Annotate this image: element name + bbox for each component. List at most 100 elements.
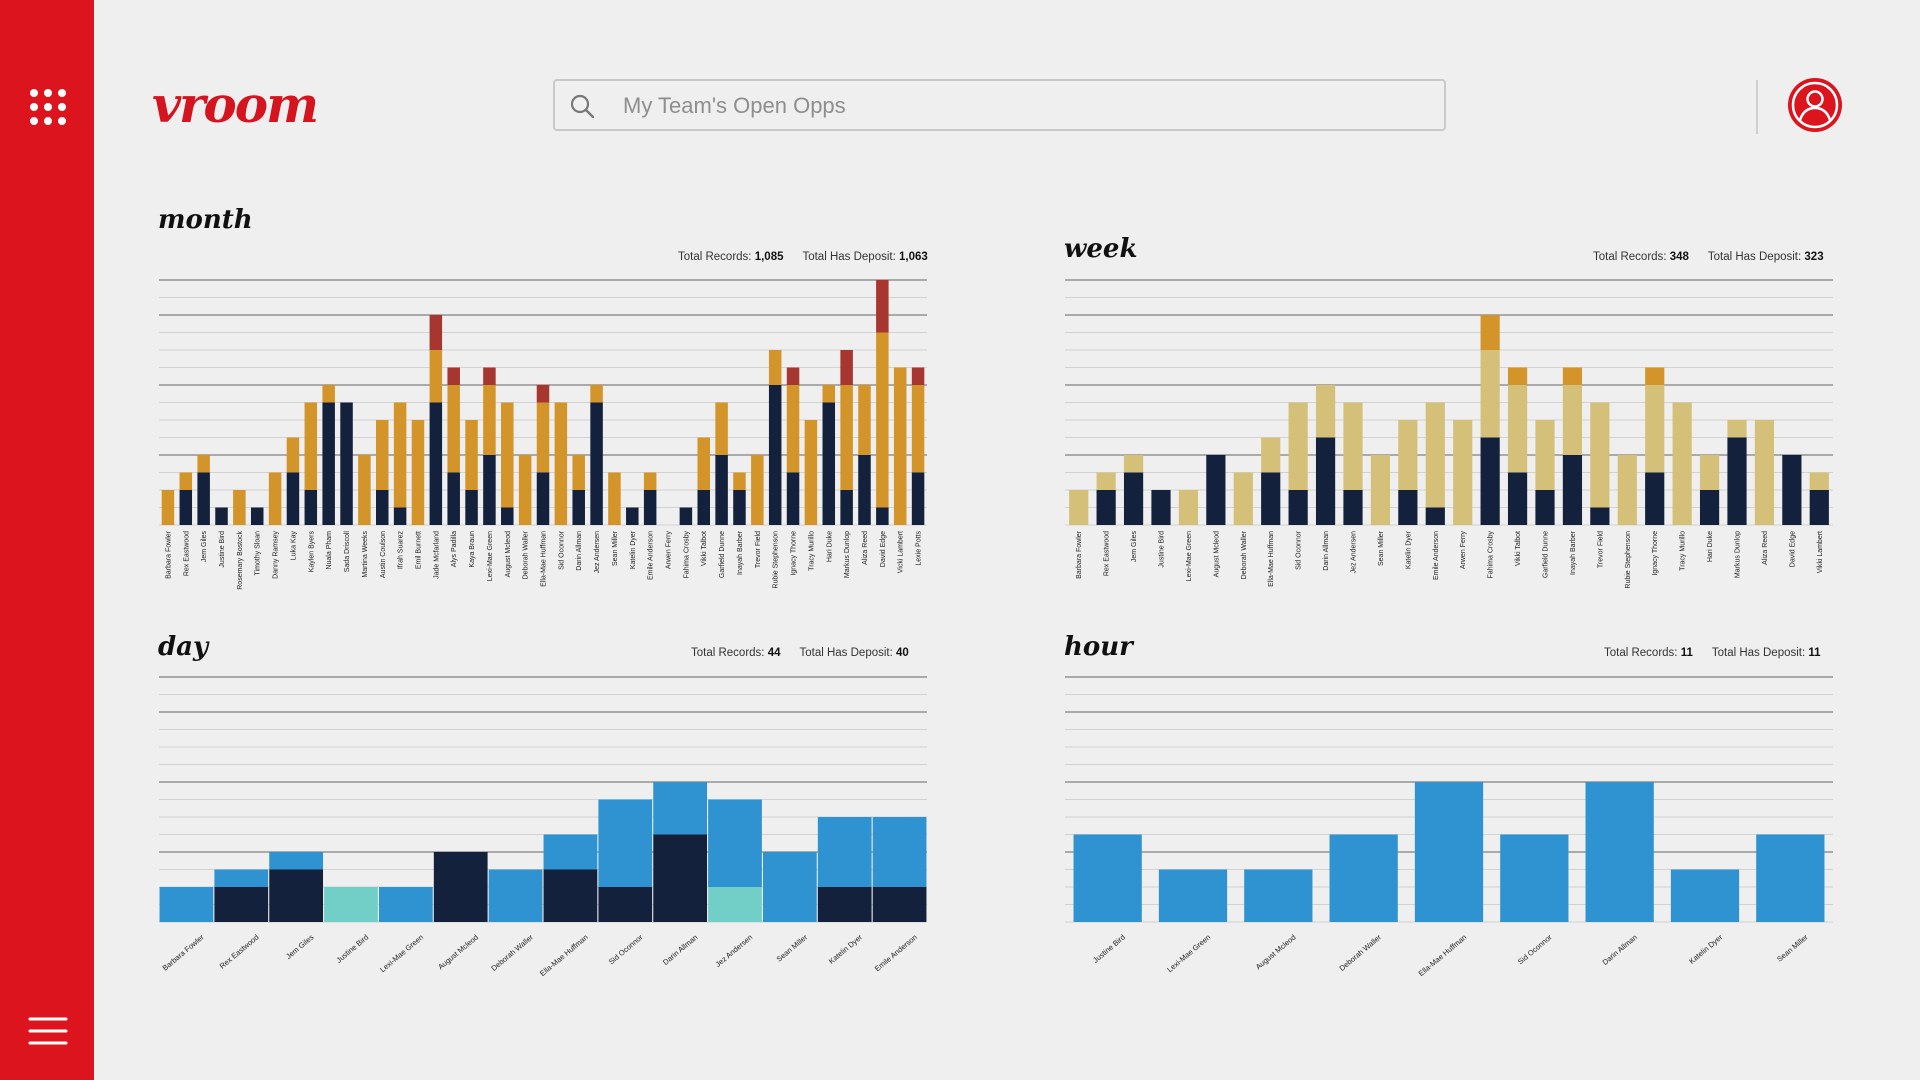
bar-ella-mae-huffman-red[interactable]: [536, 385, 550, 403]
bar-alys-padilla-orange[interactable]: [447, 385, 460, 473]
bar-katelin-dyer-blue[interactable]: [817, 817, 872, 887]
hamburger-menu-icon[interactable]: [28, 1016, 68, 1046]
bar-ella-mae-huffman-navy[interactable]: [536, 472, 550, 526]
bar-ella-mae-huffman-blue[interactable]: [543, 834, 598, 870]
bar-markus-dunlop-tan[interactable]: [1727, 420, 1747, 438]
bar-kaylen-byers-orange[interactable]: [304, 402, 318, 491]
bar-lexie-potts-navy[interactable]: [911, 472, 925, 526]
bar-jade-mcfarland-navy[interactable]: [429, 402, 443, 526]
bar-rosemary-bostock-orange[interactable]: [233, 490, 246, 525]
bar-fahima-crosby-orange[interactable]: [1480, 315, 1500, 350]
bar-rex-eastwood-tan[interactable]: [1096, 472, 1116, 491]
bar-garfield-dunne-tan[interactable]: [1535, 420, 1555, 490]
bar-fahima-crosby-tan[interactable]: [1480, 350, 1500, 438]
bar-august-mcleod-navy[interactable]: [501, 507, 514, 526]
bar-rubie-stephenson-orange[interactable]: [768, 350, 782, 385]
bar-jez-andersen-teal[interactable]: [708, 887, 762, 922]
bar-tracy-murillo-tan[interactable]: [1672, 402, 1692, 526]
bar-luka-kay-navy[interactable]: [286, 472, 300, 526]
bar-sid-oconnor-navy[interactable]: [598, 887, 653, 922]
bar-sean-miller-blue[interactable]: [1756, 834, 1825, 923]
bar-deborah-waller-tan[interactable]: [1233, 472, 1253, 526]
bar-ella-mae-huffman-orange[interactable]: [536, 402, 550, 473]
bar-martina-weeks-orange[interactable]: [358, 455, 371, 525]
bar-deborah-waller-blue[interactable]: [1329, 834, 1398, 923]
bar-vicki-lambert-orange[interactable]: [893, 367, 907, 526]
bar-august-mcleod-navy[interactable]: [1206, 455, 1226, 525]
bar-hari-duke-orange[interactable]: [822, 385, 836, 403]
bar-ella-mae-huffman-blue[interactable]: [1414, 782, 1484, 922]
bar-austin-coulson-navy[interactable]: [376, 490, 389, 525]
bar-vikki-talbot-navy[interactable]: [697, 490, 710, 525]
bar-ignacy-thorne-orange[interactable]: [1645, 367, 1665, 386]
bar-justine-bird-navy[interactable]: [215, 507, 228, 526]
bar-fahima-crosby-navy[interactable]: [1480, 437, 1500, 526]
bar-august-mcleod-navy[interactable]: [433, 852, 488, 922]
bar-jez-andersen-blue[interactable]: [708, 799, 762, 888]
bar-barbara-fowler-blue[interactable]: [159, 887, 214, 922]
bar-alys-padilla-red[interactable]: [447, 367, 460, 386]
bar-ella-mae-huffman-navy[interactable]: [1261, 472, 1281, 526]
bar-ignacy-thorne-red[interactable]: [786, 367, 800, 386]
bar-lexi-mae-green-blue[interactable]: [378, 887, 433, 922]
bar-jem-giles-blue[interactable]: [269, 852, 324, 870]
bar-lexie-potts-red[interactable]: [911, 367, 925, 386]
bar-markus-dunlop-orange[interactable]: [840, 385, 853, 490]
bar-luka-kay-orange[interactable]: [286, 437, 300, 473]
bar-trevor-field-tan[interactable]: [1590, 402, 1610, 508]
bar-august-mcleod-orange[interactable]: [501, 402, 514, 508]
bar-vikki-talbot-orange[interactable]: [1507, 367, 1528, 386]
bar-emil-burnett-orange[interactable]: [411, 420, 425, 525]
bar-sean-miller-orange[interactable]: [608, 472, 621, 526]
bar-inayah-barber-orange[interactable]: [1562, 367, 1583, 386]
bar-august-mcleod-blue[interactable]: [1244, 869, 1313, 923]
bar-katelin-dyer-blue[interactable]: [1670, 869, 1740, 923]
bar-ella-mae-huffman-navy[interactable]: [543, 869, 598, 923]
bar-emile-anderson-navy[interactable]: [643, 490, 657, 525]
bar-hari-duke-tan[interactable]: [1699, 455, 1720, 490]
bar-hari-duke-navy[interactable]: [1699, 490, 1720, 525]
bar-nuala-pham-navy[interactable]: [322, 402, 335, 526]
bar-ignacy-thorne-orange[interactable]: [786, 385, 800, 473]
bar-barbara-fowler-orange[interactable]: [161, 490, 175, 525]
bar-darin-allman-tan[interactable]: [1315, 385, 1336, 438]
bar-austin-coulson-orange[interactable]: [376, 420, 389, 490]
bar-vikki-lambert-tan[interactable]: [1809, 472, 1829, 491]
bar-garfield-dunne-navy[interactable]: [1535, 490, 1555, 525]
bar-rex-eastwood-navy[interactable]: [214, 887, 269, 922]
bar-kaya-braun-orange[interactable]: [465, 420, 478, 490]
bar-markus-dunlop-red[interactable]: [840, 350, 853, 385]
bar-ignacy-thorne-navy[interactable]: [786, 472, 800, 526]
bar-darin-allman-navy[interactable]: [572, 490, 585, 525]
bar-vikki-talbot-navy[interactable]: [1507, 472, 1528, 526]
bar-katelin-dyer-navy[interactable]: [626, 507, 639, 526]
bar-lexi-mae-green-orange[interactable]: [483, 385, 496, 455]
bar-darin-allman-navy[interactable]: [653, 834, 708, 923]
bar-ifrah-suarez-orange[interactable]: [393, 402, 407, 508]
bar-inayah-barber-navy[interactable]: [733, 490, 746, 525]
bar-danny-ramsey-orange[interactable]: [268, 472, 282, 526]
bar-nuala-pham-orange[interactable]: [322, 385, 335, 403]
bar-emile-anderson-navy[interactable]: [872, 887, 927, 922]
bar-aliza-reed-navy[interactable]: [858, 455, 871, 525]
bar-jem-giles-navy[interactable]: [197, 472, 210, 526]
bar-deborah-waller-orange[interactable]: [518, 455, 532, 525]
bar-alys-padilla-navy[interactable]: [447, 472, 460, 526]
bar-garfield-dunne-orange[interactable]: [715, 402, 728, 456]
bar-ignacy-thorne-tan[interactable]: [1645, 385, 1665, 473]
bar-emile-anderson-blue[interactable]: [872, 817, 927, 887]
bar-rubie-stephenson-navy[interactable]: [768, 385, 782, 525]
bar-deborah-waller-blue[interactable]: [488, 869, 543, 923]
bar-jem-giles-navy[interactable]: [1123, 472, 1144, 526]
bar-emile-anderson-navy[interactable]: [1425, 507, 1445, 526]
bar-sid-oconnor-navy[interactable]: [1288, 490, 1308, 525]
search-input[interactable]: [621, 87, 1425, 125]
bar-jez-andersen-navy[interactable]: [1343, 490, 1363, 525]
bar-justine-bird-teal[interactable]: [324, 887, 378, 922]
bar-jem-giles-orange[interactable]: [197, 455, 210, 473]
bar-inayah-barber-tan[interactable]: [1562, 385, 1583, 455]
bar-rex-eastwood-blue[interactable]: [214, 869, 269, 888]
bar-hari-duke-navy[interactable]: [822, 402, 836, 526]
bar-vikki-talbot-tan[interactable]: [1507, 385, 1528, 473]
bar-ifrah-suarez-navy[interactable]: [393, 507, 407, 526]
